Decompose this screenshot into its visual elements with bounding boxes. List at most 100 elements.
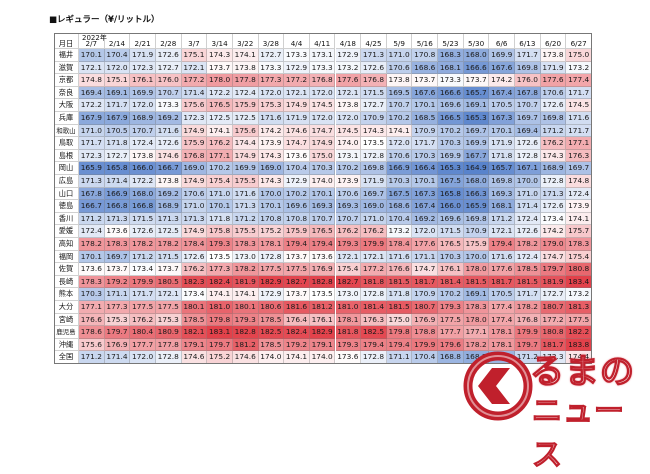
- price-cell: 168.9: [130, 112, 156, 125]
- price-cell: 172.5: [155, 225, 182, 238]
- date-header: 3/14: [207, 33, 233, 49]
- price-cell: 174.5: [566, 99, 592, 112]
- price-cell: 178.3: [566, 238, 592, 251]
- price-cell: 172.3: [130, 61, 156, 75]
- price-cell: 172.4: [232, 86, 259, 100]
- price-cell: 179.6: [438, 338, 464, 352]
- price-cell: 180.1: [232, 301, 259, 314]
- price-cell: 178.5: [258, 313, 285, 327]
- price-cell: 170.9: [361, 112, 387, 125]
- price-cell: 173.2: [386, 225, 413, 238]
- price-cell: 170.5: [489, 99, 516, 112]
- price-cell: 174.6: [155, 149, 182, 163]
- price-cell: 177.1: [79, 301, 105, 314]
- price-cell: 175.4: [566, 250, 592, 264]
- price-cell: 173.7: [104, 263, 131, 276]
- price-cell: 175.1: [181, 49, 208, 62]
- price-cell: 170.0: [515, 175, 541, 188]
- price-cell: 166.6: [438, 86, 464, 100]
- date-header: 5/9: [386, 33, 413, 49]
- date-header: 2/21: [130, 33, 156, 49]
- price-cell: 171.1: [412, 250, 439, 264]
- price-cell: 166.9: [104, 187, 131, 201]
- price-cell: 172.1: [155, 288, 182, 301]
- price-cell: 172.4: [79, 225, 105, 238]
- prefecture-label: 鹿児島: [54, 326, 79, 339]
- price-cell: 174.1: [232, 49, 259, 62]
- price-cell: 169.7: [361, 187, 387, 201]
- price-cell: 169.9: [438, 149, 464, 163]
- price-cell: 175.2: [258, 225, 285, 238]
- price-cell: 177.6: [540, 74, 567, 87]
- price-cell: 181.4: [438, 275, 464, 289]
- price-cell: 179.3: [207, 238, 233, 251]
- prefecture-label: 沖縄: [54, 338, 79, 352]
- price-cell: 176.2: [335, 225, 362, 238]
- price-cell: 182.9: [258, 275, 285, 289]
- price-cell: 176.3: [566, 149, 592, 163]
- price-cell: 171.3: [104, 212, 131, 226]
- price-cell: 171.7: [104, 99, 131, 112]
- price-cell: 172.1: [489, 225, 516, 238]
- price-cell: 171.9: [361, 175, 387, 188]
- price-cell: 179.4: [361, 338, 387, 352]
- prefecture-label: 鳥取: [54, 137, 79, 150]
- price-cell: 176.3: [361, 313, 387, 327]
- price-cell: 180.5: [155, 275, 182, 289]
- price-cell: 181.9: [232, 275, 259, 289]
- price-cell: 171.3: [540, 187, 567, 201]
- price-cell: 169.0: [181, 162, 208, 175]
- logo-text-news: ニュース: [531, 393, 625, 473]
- price-cell: 168.6: [386, 200, 413, 213]
- price-cell: 172.0: [309, 112, 336, 125]
- price-cell: 178.3: [104, 238, 131, 251]
- price-cell: 172.9: [284, 175, 310, 188]
- prefecture-label: 大阪: [54, 99, 79, 112]
- price-cell: 167.3: [412, 187, 439, 201]
- price-cell: 168.9: [155, 200, 182, 213]
- price-cell: 182.3: [181, 275, 208, 289]
- price-cell: 175.4: [335, 263, 362, 276]
- price-cell: 172.4: [130, 137, 156, 150]
- price-cell: 172.6: [540, 200, 567, 213]
- price-cell: 170.7: [515, 99, 541, 112]
- price-cell: 174.3: [361, 124, 387, 138]
- prefecture-label: 福岡: [54, 250, 79, 264]
- price-cell: 175.9: [284, 225, 310, 238]
- price-cell: 174.6: [181, 351, 208, 364]
- price-cell: 167.8: [79, 187, 105, 201]
- price-cell: 176.1: [309, 313, 336, 327]
- price-cell: 174.4: [232, 137, 259, 150]
- price-cell: 181.5: [463, 275, 490, 289]
- price-cell: 170.2: [284, 187, 310, 201]
- price-cell: 175.5: [232, 225, 259, 238]
- price-cell: 171.9: [130, 49, 156, 62]
- price-cell: 170.6: [181, 187, 208, 201]
- price-cell: 180.9: [155, 326, 182, 339]
- price-cell: 178.3: [463, 301, 490, 314]
- price-cell: 177.2: [284, 74, 310, 87]
- price-cell: 164.9: [463, 162, 490, 175]
- price-cell: 165.3: [463, 112, 490, 125]
- price-cell: 174.6: [284, 124, 310, 138]
- price-cell: 181.7: [540, 338, 567, 352]
- price-cell: 181.5: [386, 301, 413, 314]
- price-cell: 171.2: [489, 212, 516, 226]
- price-cell: 176.5: [207, 99, 233, 112]
- price-cell: 176.1: [438, 263, 464, 276]
- price-cell: 168.0: [463, 49, 490, 62]
- price-cell: 170.2: [335, 162, 362, 175]
- price-cell: 171.0: [515, 187, 541, 201]
- price-cell: 178.2: [130, 238, 156, 251]
- price-cell: 167.6: [489, 61, 516, 75]
- price-cell: 173.1: [309, 49, 336, 62]
- price-cell: 167.4: [412, 200, 439, 213]
- price-cell: 170.1: [412, 99, 439, 112]
- price-cell: 181.6: [284, 301, 310, 314]
- price-cell: 172.6: [181, 250, 208, 264]
- price-cell: 171.6: [386, 250, 413, 264]
- price-cell: 171.7: [566, 124, 592, 138]
- price-cell: 168.0: [463, 175, 490, 188]
- price-cell: 175.9: [232, 99, 259, 112]
- price-cell: 182.5: [258, 326, 285, 339]
